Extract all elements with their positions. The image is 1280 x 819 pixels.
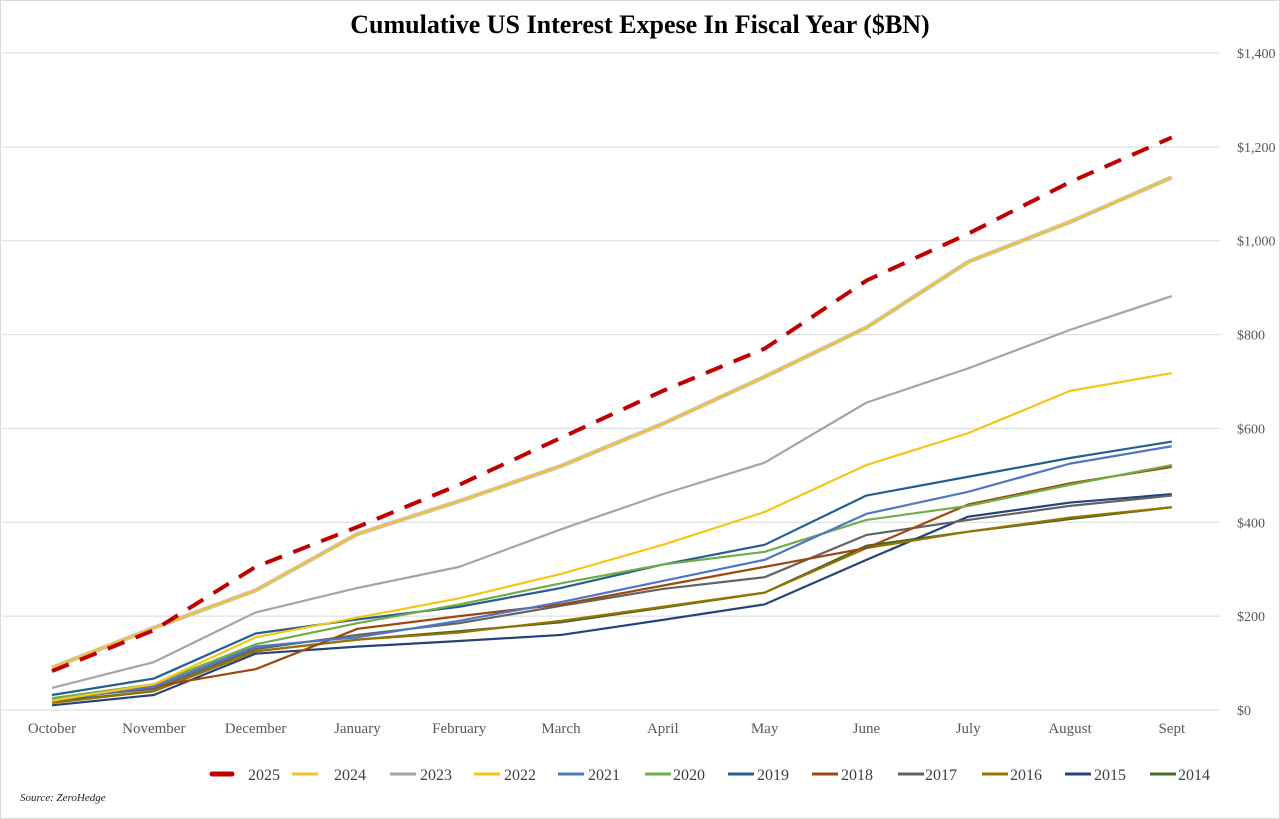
x-tick-label: Sept [1158,721,1186,737]
legend-label-2023: 2023 [420,767,452,784]
series-line-2018 [51,465,1172,702]
series-line-2024 [51,176,1173,669]
series-line-2015 [51,493,1172,707]
series-line-2021 [51,445,1172,702]
y-tick-label: $400 [1237,516,1265,531]
x-tick-label: November [122,721,185,737]
source-note: Source: ZeroHedge [20,792,106,804]
legend-label-2014: 2014 [1178,767,1210,784]
x-tick-label: June [853,721,881,737]
series-line-2023 [51,295,1173,690]
x-tick-label: July [956,721,982,737]
y-tick-label: $1,200 [1237,141,1276,156]
y-tick-label: $0 [1237,704,1251,719]
series-line-2017 [51,494,1172,700]
series-line-2025 [51,135,1173,673]
legend-label-2019: 2019 [757,767,789,784]
legend-label-2022: 2022 [504,767,536,784]
legend-label-2015: 2015 [1094,767,1126,784]
x-tick-label: March [541,721,581,737]
y-tick-label: $600 [1237,422,1265,437]
legend-label-2021: 2021 [588,767,620,784]
legend-label-2018: 2018 [841,767,873,784]
x-tick-label: February [432,721,487,737]
legend-label-2024: 2024 [334,767,366,784]
x-tick-label: October [28,721,76,737]
y-tick-label: $800 [1237,329,1265,344]
legend-label-2017: 2017 [925,767,957,784]
y-tick-label: $1,000 [1237,235,1276,250]
series-line-2016 [51,506,1172,705]
chart-title: Cumulative US Interest Expese In Fiscal … [350,10,930,39]
series-line-2019 [51,440,1172,697]
x-tick-label: December [225,721,287,737]
y-tick-label: $200 [1237,610,1265,625]
x-tick-label: August [1048,721,1092,737]
series-line-2022 [51,371,1172,702]
x-tick-label: May [751,721,779,737]
series-line-2020 [51,463,1173,700]
legend-label-2020: 2020 [673,767,705,784]
legend-label-2016: 2016 [1010,767,1042,784]
y-tick-label: $1,400 [1237,47,1276,62]
x-tick-label: April [647,721,679,737]
x-tick-label: January [334,721,381,737]
legend-label-2025: 2025 [248,767,280,784]
